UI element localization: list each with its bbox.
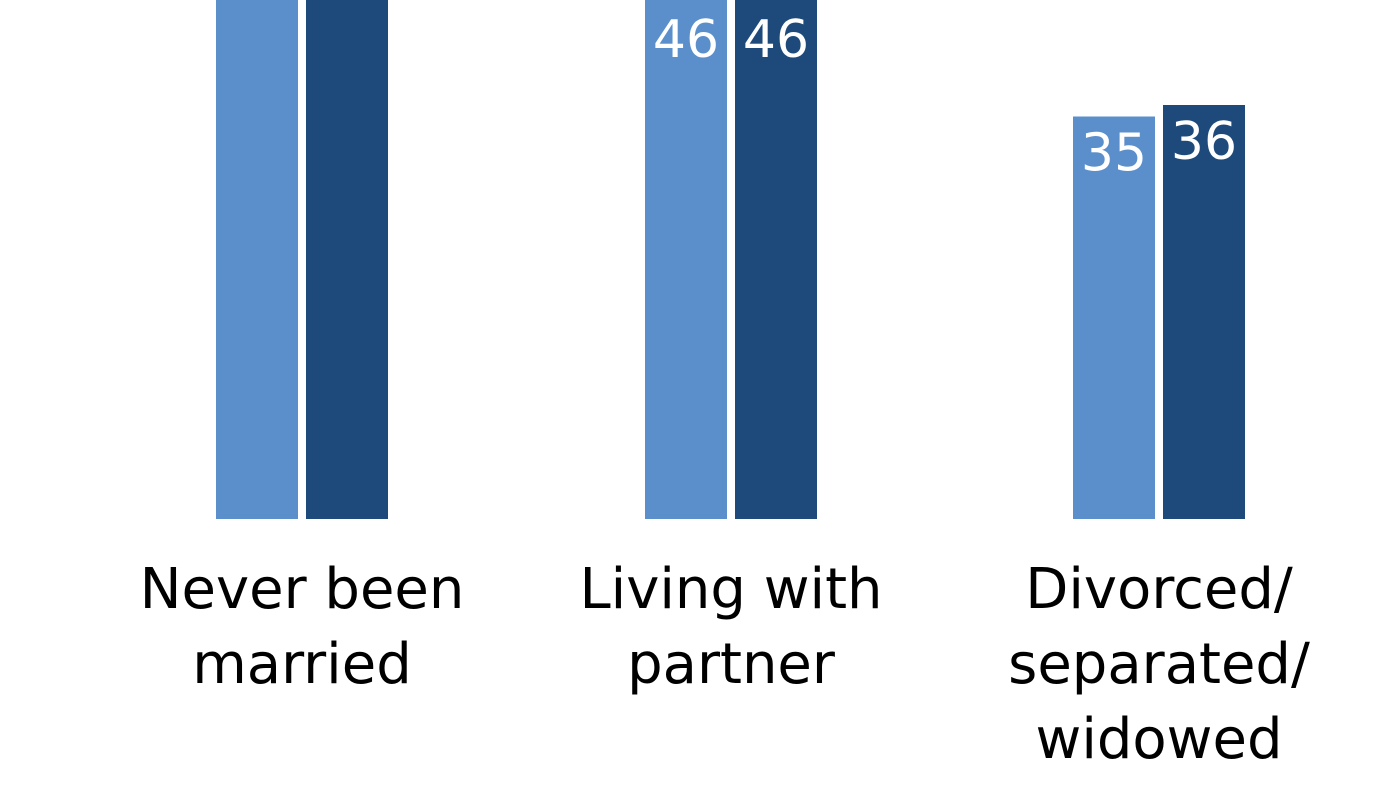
category-labels-layer: Never been married Living with partner Divor… (140, 557, 1310, 772)
category-label: Living with (579, 557, 882, 622)
bar-3-series-1 (1073, 116, 1155, 519)
category-label: married (192, 632, 412, 697)
bar-1-series-2 (306, 0, 388, 519)
bar-2-series-2 (735, 0, 817, 519)
category-label: widowed (1036, 707, 1283, 772)
bar-1-series-1 (216, 0, 298, 519)
bar-value-label: 46 (743, 10, 809, 70)
bar-value-label: 46 (653, 10, 719, 70)
bar-value-label: 35 (1081, 124, 1147, 184)
category-label: separated/ (1008, 632, 1310, 697)
bar-2-series-1 (645, 0, 727, 519)
category-label: partner (627, 632, 836, 697)
category-label: Never been (140, 557, 465, 622)
bar-value-label: 36 (1171, 112, 1237, 172)
bars-layer (216, 0, 1245, 519)
category-label: Divorced/ (1025, 557, 1293, 622)
bar-3-series-2 (1163, 105, 1245, 519)
value-labels-layer: 46 46 35 36 (653, 10, 1237, 184)
